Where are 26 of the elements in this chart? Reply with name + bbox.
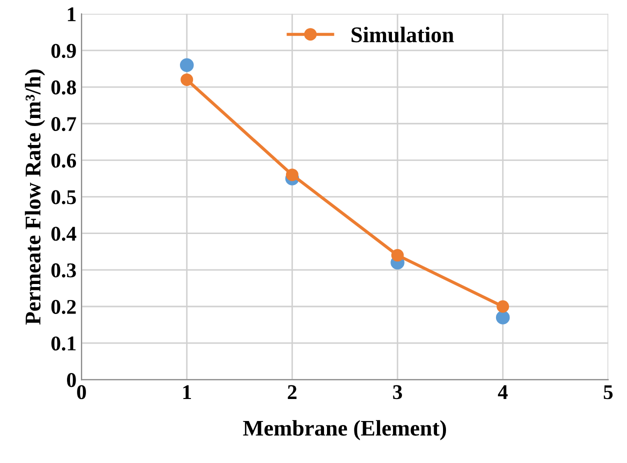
y-tick-label: 0.3	[51, 263, 76, 278]
point	[286, 168, 298, 182]
y-tick-label: 0.6	[51, 154, 76, 168]
y-tick-label: 0.7	[51, 116, 76, 132]
point	[496, 310, 510, 324]
y-tick-label: 0.5	[51, 190, 76, 204]
x-tick-label: 0	[77, 385, 86, 400]
x-tick-label: 5	[604, 385, 613, 400]
point	[496, 300, 510, 313]
y-tick-label: 0	[67, 373, 76, 388]
y-tick-label: 1	[68, 7, 76, 22]
x-tick-label: 2	[288, 385, 296, 399]
y-tick-label: 0.8	[51, 80, 76, 95]
point	[391, 249, 404, 262]
point	[180, 58, 194, 72]
legend-label: Simulation	[352, 26, 454, 42]
y-axis-title: Permeate Flow Rate (m³/h)	[24, 69, 46, 325]
y-tick-label: 0.4	[51, 226, 76, 241]
y-tick-label: 0.2	[51, 300, 76, 314]
point	[180, 73, 194, 86]
x-tick-label: 3	[393, 385, 402, 400]
x-axis-title: Membrane (Element)	[243, 420, 446, 440]
y-tick-label: 0.1	[51, 336, 76, 351]
x-tick-label: 1	[183, 385, 191, 399]
x-tick-label: 4	[498, 385, 508, 399]
y-tick-label: 0.9	[51, 44, 76, 58]
